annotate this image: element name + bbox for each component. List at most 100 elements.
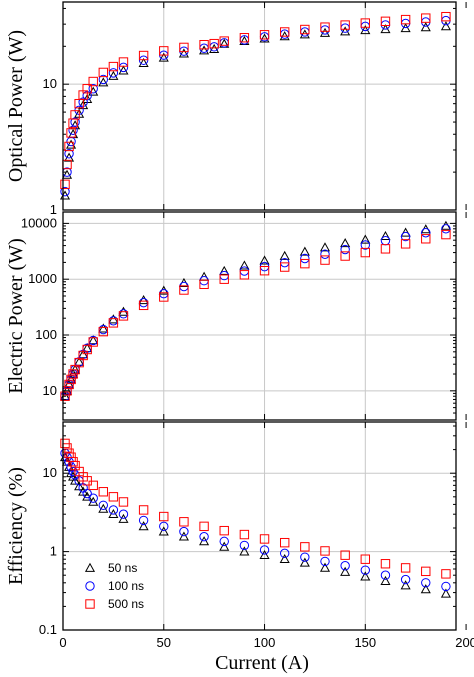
data-point [440,588,451,598]
data-point [199,531,209,542]
data-point [138,57,149,67]
data-point [219,536,229,547]
legend-marker [84,562,96,572]
data-point [421,234,431,244]
data-point [64,149,74,159]
data-point [70,475,81,485]
data-point [319,562,331,572]
data-point [138,300,149,311]
series-100-ns [60,15,451,197]
data-point [279,250,290,260]
data-point [138,294,149,305]
series-50-ns [59,451,451,598]
data-point [64,141,74,152]
data-point [360,240,371,250]
data-point [118,509,129,519]
data-point [98,74,109,85]
legend-label: 500 ns [108,597,144,611]
data-point [420,584,431,594]
data-point [320,249,330,259]
data-point [360,234,371,244]
y-tick-label: 1000 [28,271,57,286]
data-point [108,318,119,328]
data-point [320,556,330,567]
plot-frame [62,421,457,631]
data-point [380,16,391,27]
data-point [300,24,310,35]
legend-marker [85,581,95,591]
data-point [138,297,149,308]
data-point [340,20,350,30]
data-point [88,84,98,94]
data-point [441,224,451,234]
data-point [88,493,98,503]
legend-label: 100 ns [108,579,144,593]
data-point [421,578,431,588]
data-point [400,14,411,25]
data-point [158,52,169,62]
plot-frame [62,1,457,211]
data-point [219,36,229,46]
data-point [158,526,169,536]
data-point [259,545,270,555]
data-point [61,169,73,179]
data-point [138,505,149,515]
data-point [88,335,99,345]
data-point [319,242,331,252]
data-point [380,575,391,586]
data-point [259,549,270,560]
data-point [98,323,109,333]
data-point [66,374,77,384]
data-point [199,536,210,546]
data-point [199,279,209,290]
y-tick-label: 0.1 [39,622,57,637]
y-axis-title: Optical Power (W) [5,30,27,182]
data-point [98,500,109,510]
x-tick-label: 50 [157,635,171,650]
data-point [421,13,431,23]
data-point [279,27,290,37]
data-point [118,62,129,73]
data-point [82,344,92,355]
data-point [320,25,330,35]
legend: 50 ns 100 ns 500 ns [84,561,144,611]
data-point [88,76,98,87]
data-point [380,559,391,569]
x-tick-label: 200 [455,635,474,650]
data-point [279,537,290,548]
data-point [300,258,310,269]
data-point [209,43,220,53]
data-point [440,21,451,31]
data-point [98,67,109,78]
data-point [340,251,350,261]
data-point [178,531,189,541]
data-point [300,552,310,562]
data-point [340,566,351,576]
data-point [400,227,411,237]
data-point [118,57,129,67]
data-point [219,265,230,275]
data-point [70,364,81,374]
data-point [70,110,80,120]
data-point [219,274,229,284]
data-point [239,33,250,43]
data-point [320,22,330,32]
data-point [64,379,74,390]
data-point [360,571,371,581]
data-point [319,27,331,37]
data-point [108,68,119,78]
data-point [400,574,411,585]
data-point [380,570,391,580]
data-point [340,550,350,560]
data-point [279,553,290,564]
data-point [420,22,431,32]
series-500-ns [60,11,451,190]
data-point [199,39,209,50]
data-point [159,521,169,532]
data-point [219,270,229,281]
data-point [138,55,149,65]
data-point [239,529,250,540]
data-point [199,521,209,532]
data-point [400,23,411,33]
y-axis-title: Efficiency (%) [5,467,27,585]
